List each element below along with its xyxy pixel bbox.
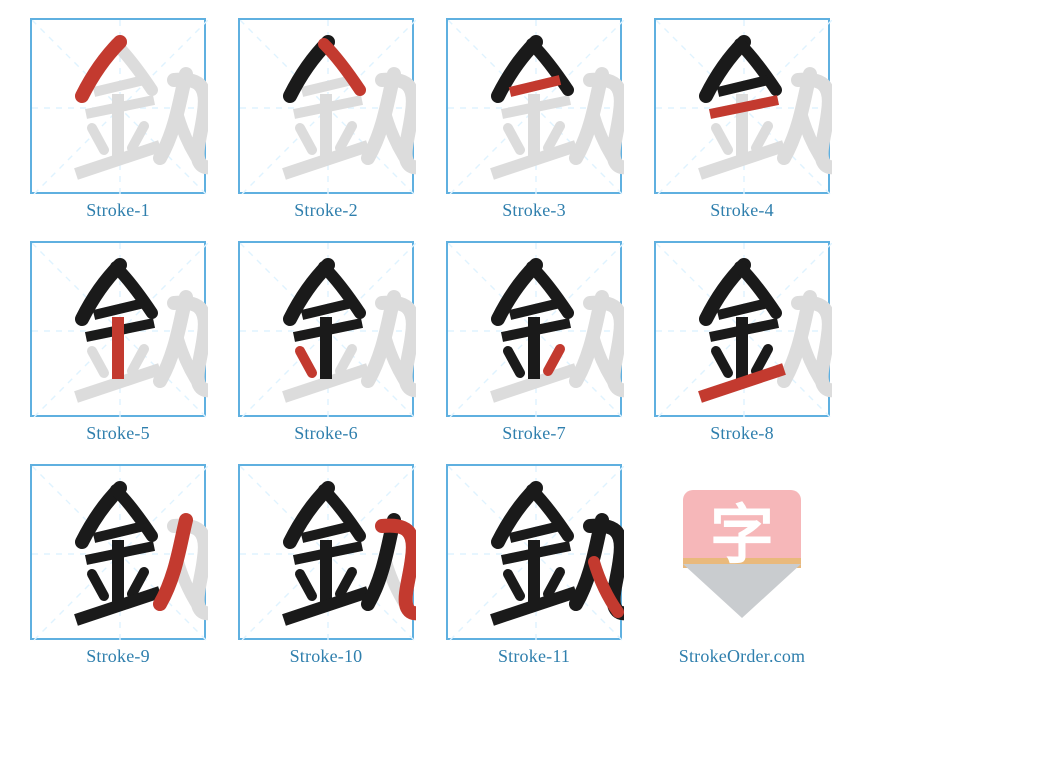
stroke-panel xyxy=(238,241,414,417)
drawn-strokes xyxy=(498,265,570,379)
stroke-cell: Stroke-2 xyxy=(222,18,430,221)
drawn-strokes xyxy=(76,488,160,620)
stroke-caption: Stroke-3 xyxy=(502,200,566,221)
stroke-cell: Stroke-3 xyxy=(430,18,638,221)
stroke-caption: Stroke-8 xyxy=(710,423,774,444)
stroke-panel xyxy=(446,18,622,194)
glyph-svg xyxy=(448,243,624,419)
glyph-svg xyxy=(656,20,832,196)
stroke-caption: Stroke-9 xyxy=(86,646,150,667)
stroke-cell: Stroke-6 xyxy=(222,241,430,444)
glyph-svg xyxy=(240,466,416,642)
stroke-cell: Stroke-7 xyxy=(430,241,638,444)
stroke-caption: Stroke-2 xyxy=(294,200,358,221)
current-stroke xyxy=(710,100,778,114)
stroke-caption: Stroke-5 xyxy=(86,423,150,444)
stroke-caption: Stroke-1 xyxy=(86,200,150,221)
stroke-caption: Stroke-10 xyxy=(290,646,363,667)
stroke-panel xyxy=(30,241,206,417)
glyph-svg xyxy=(32,466,208,642)
drawn-strokes xyxy=(706,265,778,379)
glyph-svg xyxy=(240,20,416,196)
logo-cell: 字 StrokeOrder.com xyxy=(638,464,846,667)
stroke-cell: Stroke-5 xyxy=(14,241,222,444)
logo-tile: 字 xyxy=(654,464,830,640)
current-stroke xyxy=(300,351,312,373)
glyph-svg xyxy=(448,20,624,196)
stroke-panel xyxy=(446,464,622,640)
stroke-panel xyxy=(446,241,622,417)
stroke-cell: Stroke-1 xyxy=(14,18,222,221)
stroke-cell: Stroke-8 xyxy=(638,241,846,444)
glyph-svg xyxy=(448,466,624,642)
logo-caption: StrokeOrder.com xyxy=(679,646,805,667)
logo-glyph: 字 xyxy=(654,484,830,576)
stroke-panel xyxy=(238,18,414,194)
drawn-strokes xyxy=(706,42,776,96)
stroke-cell: Stroke-9 xyxy=(14,464,222,667)
current-stroke xyxy=(510,80,560,92)
glyph-svg xyxy=(32,20,208,196)
current-stroke xyxy=(548,349,560,371)
stroke-cell: Stroke-10 xyxy=(222,464,430,667)
stroke-cell: Stroke-11 xyxy=(430,464,638,667)
glyph-svg xyxy=(240,243,416,419)
stroke-panel xyxy=(654,18,830,194)
stroke-grid: Stroke-1 Stroke-2 Stroke-3 xyxy=(14,18,1036,687)
glyph-svg xyxy=(32,243,208,419)
stroke-caption: Stroke-11 xyxy=(498,646,570,667)
stroke-caption: Stroke-7 xyxy=(502,423,566,444)
stroke-panel xyxy=(238,464,414,640)
stroke-caption: Stroke-4 xyxy=(710,200,774,221)
stroke-panel xyxy=(654,241,830,417)
stroke-panel xyxy=(30,18,206,194)
stroke-panel xyxy=(30,464,206,640)
stroke-cell: Stroke-4 xyxy=(638,18,846,221)
glyph-svg xyxy=(656,243,832,419)
stroke-caption: Stroke-6 xyxy=(294,423,358,444)
